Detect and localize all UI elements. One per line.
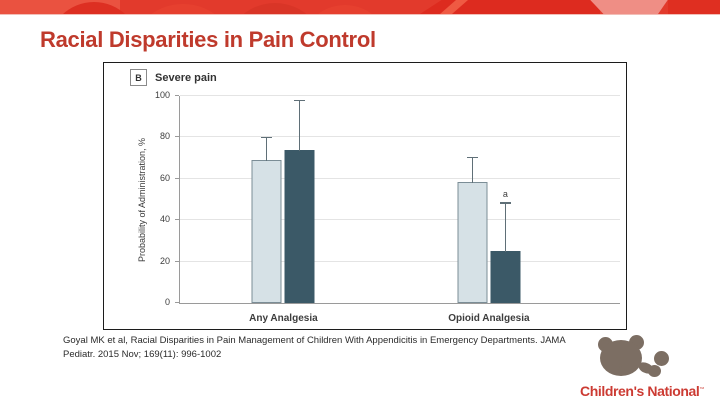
error-bar-cap <box>261 136 273 139</box>
error-bar-cap <box>466 156 478 159</box>
bar-group <box>251 96 315 303</box>
page-title: Racial Disparities in Pain Control <box>40 27 376 52</box>
bear-mouth <box>619 363 622 368</box>
bear-eye <box>625 350 629 354</box>
gridline <box>180 260 620 262</box>
bar <box>284 99 315 303</box>
x-category-label: Opioid Analgesia <box>448 313 530 324</box>
y-tick-mark <box>175 136 179 138</box>
banner-shape <box>668 0 720 14</box>
bear-inner-ear <box>601 340 609 348</box>
panel-label: B <box>130 69 147 86</box>
error-bar-cap <box>294 99 306 102</box>
bubble-icon <box>654 351 669 366</box>
y-tick-label: 0 <box>164 297 170 307</box>
banner-shape <box>420 0 600 14</box>
y-tick-mark <box>175 219 179 221</box>
y-tick-label: 80 <box>159 131 170 142</box>
bar: a <box>490 189 521 303</box>
trademark-symbol: ™ <box>699 386 705 393</box>
bar-group: a <box>457 96 521 303</box>
y-tick-label: 40 <box>159 214 170 225</box>
y-tick-label: 20 <box>159 255 170 266</box>
y-tick-mark <box>175 177 179 179</box>
y-tick-label: 100 <box>154 90 170 100</box>
bar <box>457 156 488 303</box>
bear-paw <box>648 365 661 377</box>
x-axis-line <box>179 303 620 304</box>
y-tick-mark <box>175 260 179 262</box>
gridline <box>180 136 620 138</box>
bear-inner-ear <box>632 338 640 346</box>
bear-nose <box>618 359 624 363</box>
panel-title: Severe pain <box>155 71 217 84</box>
logo-text: Children's National™ <box>579 383 705 399</box>
childrens-national-logo: Children's National™ <box>576 335 708 401</box>
y-axis-title: Probability of Administration, % <box>137 137 147 262</box>
error-bar-cap <box>499 202 511 204</box>
panel-header: B Severe pain <box>130 69 217 86</box>
banner-shape <box>300 5 390 14</box>
error-bar <box>299 101 301 151</box>
y-tick-mark <box>175 95 179 96</box>
plot-area: Probability of Administration, % 0 20 40 60… <box>137 90 620 324</box>
chart-panel: B Severe pain Probability of Administrat… <box>103 62 627 330</box>
banner-shape <box>225 3 325 14</box>
citation: Goyal MK et al, Racial Disparities in Pa… <box>63 335 566 361</box>
teddy-bear-icon <box>598 335 678 381</box>
top-banner-decoration <box>0 0 720 15</box>
error-bar <box>504 203 506 253</box>
y-tick-label: 60 <box>159 172 170 183</box>
bar <box>251 136 282 303</box>
error-bar <box>266 138 268 162</box>
error-bar <box>471 158 473 183</box>
gridline <box>180 95 620 96</box>
banner-shape <box>128 4 238 14</box>
y-tick-mark <box>175 302 179 303</box>
significance-annotation: a <box>502 188 508 199</box>
bear-eye <box>610 351 614 355</box>
gridline <box>180 219 620 221</box>
x-category-label: Any Analgesia <box>249 313 318 324</box>
gridline <box>180 177 620 179</box>
banner-shape <box>590 0 668 14</box>
